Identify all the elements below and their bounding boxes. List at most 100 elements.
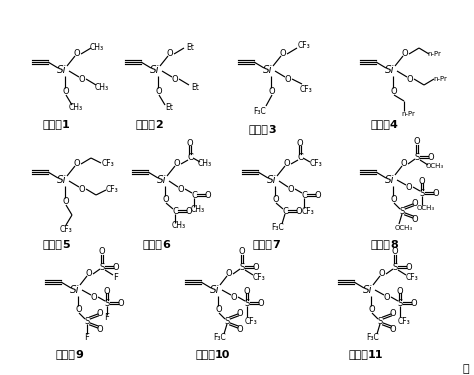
Text: Si: Si [267,175,277,185]
Text: F₃C: F₃C [254,106,266,116]
Text: C: C [297,153,303,162]
Text: 。: 。 [463,364,469,374]
Text: O: O [97,324,103,333]
Text: O: O [205,190,211,200]
Text: S: S [224,316,229,326]
Text: CF₃: CF₃ [106,186,118,195]
Text: O: O [79,75,85,84]
Text: Si: Si [385,175,395,185]
Text: n-Pr: n-Pr [433,76,447,82]
Text: O: O [407,75,413,84]
Text: CF₃: CF₃ [245,316,257,326]
Text: O: O [288,184,294,194]
Text: S: S [400,207,405,216]
Text: O: O [239,248,246,256]
Text: 化合物: 化合物 [42,240,62,250]
Text: S: S [104,298,109,307]
Text: O: O [79,184,85,194]
Text: F: F [84,333,90,342]
Text: S: S [377,316,383,326]
Text: Si: Si [263,65,273,75]
Text: O: O [91,292,97,302]
Text: CF₃: CF₃ [60,225,73,234]
Text: OCH₃: OCH₃ [395,225,413,231]
Text: 2: 2 [155,120,163,130]
Text: O: O [216,304,222,313]
Text: OCH₃: OCH₃ [417,205,435,211]
Text: 8: 8 [390,240,398,250]
Text: CH₃: CH₃ [172,222,186,231]
Text: O: O [258,298,264,307]
Text: CF₃: CF₃ [406,273,419,282]
Text: O: O [187,138,193,147]
Text: Si: Si [150,65,160,75]
Text: 化合物: 化合物 [135,120,155,130]
Text: Si: Si [57,175,67,185]
Text: Et: Et [186,42,194,51]
Text: S: S [239,262,245,272]
Text: O: O [280,50,286,58]
Text: O: O [63,196,69,206]
Text: O: O [186,207,192,216]
Text: Si: Si [57,65,67,75]
Text: O: O [172,75,178,84]
Text: F: F [105,314,109,322]
Text: 化合物: 化合物 [142,240,162,250]
Text: O: O [237,309,243,318]
Text: CH₃: CH₃ [90,42,104,51]
Text: CH₃: CH₃ [69,104,83,112]
Text: 11: 11 [368,350,383,360]
Text: O: O [392,248,398,256]
Text: O: O [401,159,407,168]
Text: F₃C: F₃C [366,333,379,342]
Text: CF₃: CF₃ [253,273,265,282]
Text: O: O [391,195,397,204]
Text: O: O [73,159,80,168]
Text: O: O [97,309,103,318]
Text: 化合物: 化合物 [248,125,268,135]
Text: O: O [414,138,420,147]
Text: 化合物: 化合物 [370,240,390,250]
Text: O: O [99,248,105,256]
Text: 3: 3 [268,125,275,135]
Text: O: O [163,195,169,204]
Text: O: O [285,75,292,84]
Text: C: C [172,207,178,216]
Text: 10: 10 [215,350,230,360]
Text: 化合物: 化合物 [195,350,215,360]
Text: O: O [104,286,110,296]
Text: O: O [86,270,92,279]
Text: O: O [412,214,419,223]
Text: O: O [113,262,119,272]
Text: O: O [410,298,417,307]
Text: O: O [63,87,69,96]
Text: S: S [84,316,90,326]
Text: OCH₃: OCH₃ [426,163,444,169]
Text: 1: 1 [62,120,70,130]
Text: O: O [419,177,425,186]
Text: C: C [187,153,193,162]
Text: O: O [315,190,321,200]
Text: O: O [391,87,397,96]
Text: O: O [406,183,412,192]
Text: CF₃: CF₃ [300,86,312,94]
Text: F: F [114,273,118,282]
Text: CF₃: CF₃ [301,207,314,216]
Text: O: O [406,262,412,272]
Text: O: O [253,262,259,272]
Text: Si: Si [70,285,80,295]
Text: O: O [273,195,279,204]
Text: F₃C: F₃C [214,333,227,342]
Text: O: O [433,189,439,198]
Text: CH₃: CH₃ [191,206,205,214]
Text: 6: 6 [162,240,170,250]
Text: S: S [397,298,402,307]
Text: CH₃: CH₃ [198,159,212,168]
Text: O: O [297,138,303,147]
Text: CF₃: CF₃ [398,316,410,326]
Text: O: O [237,324,243,333]
Text: O: O [397,286,403,296]
Text: O: O [167,50,173,58]
Text: O: O [283,159,290,168]
Text: O: O [428,153,434,162]
